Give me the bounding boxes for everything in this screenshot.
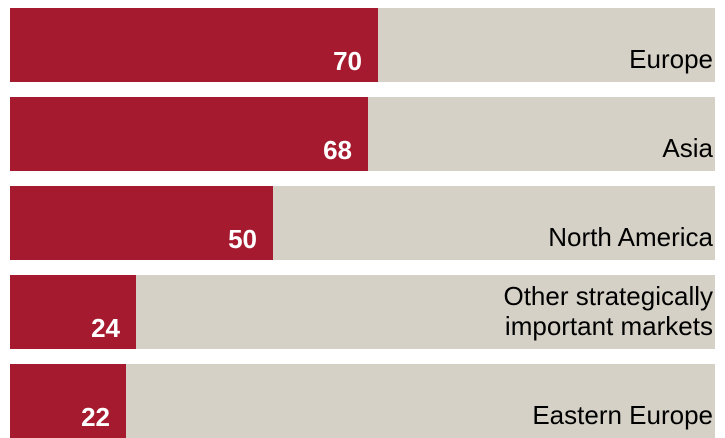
bar-track: 22 Eastern Europe [10,364,715,438]
category-label: Asia [662,133,713,163]
bar-value-label: 50 [228,224,257,254]
category-label: Europe [629,44,713,74]
bar-value-label: 22 [81,402,110,432]
bar: 50 [10,186,273,260]
bar: 68 [10,97,368,171]
bar-track: 68 Asia [10,97,715,171]
category-label: Eastern Europe [532,400,713,430]
bar: 70 [10,8,378,82]
bar-track: 50 North America [10,186,715,260]
bar: 22 [10,364,126,438]
bar-value-label: 70 [333,46,362,76]
bar-track: 24 Other strategically important markets [10,275,715,349]
bar-track: 70 Europe [10,8,715,82]
category-label: North America [548,222,713,252]
bar-value-label: 68 [323,135,352,165]
bar: 24 [10,275,136,349]
category-label: Other strategically important markets [503,281,713,341]
bar-value-label: 24 [91,313,120,343]
